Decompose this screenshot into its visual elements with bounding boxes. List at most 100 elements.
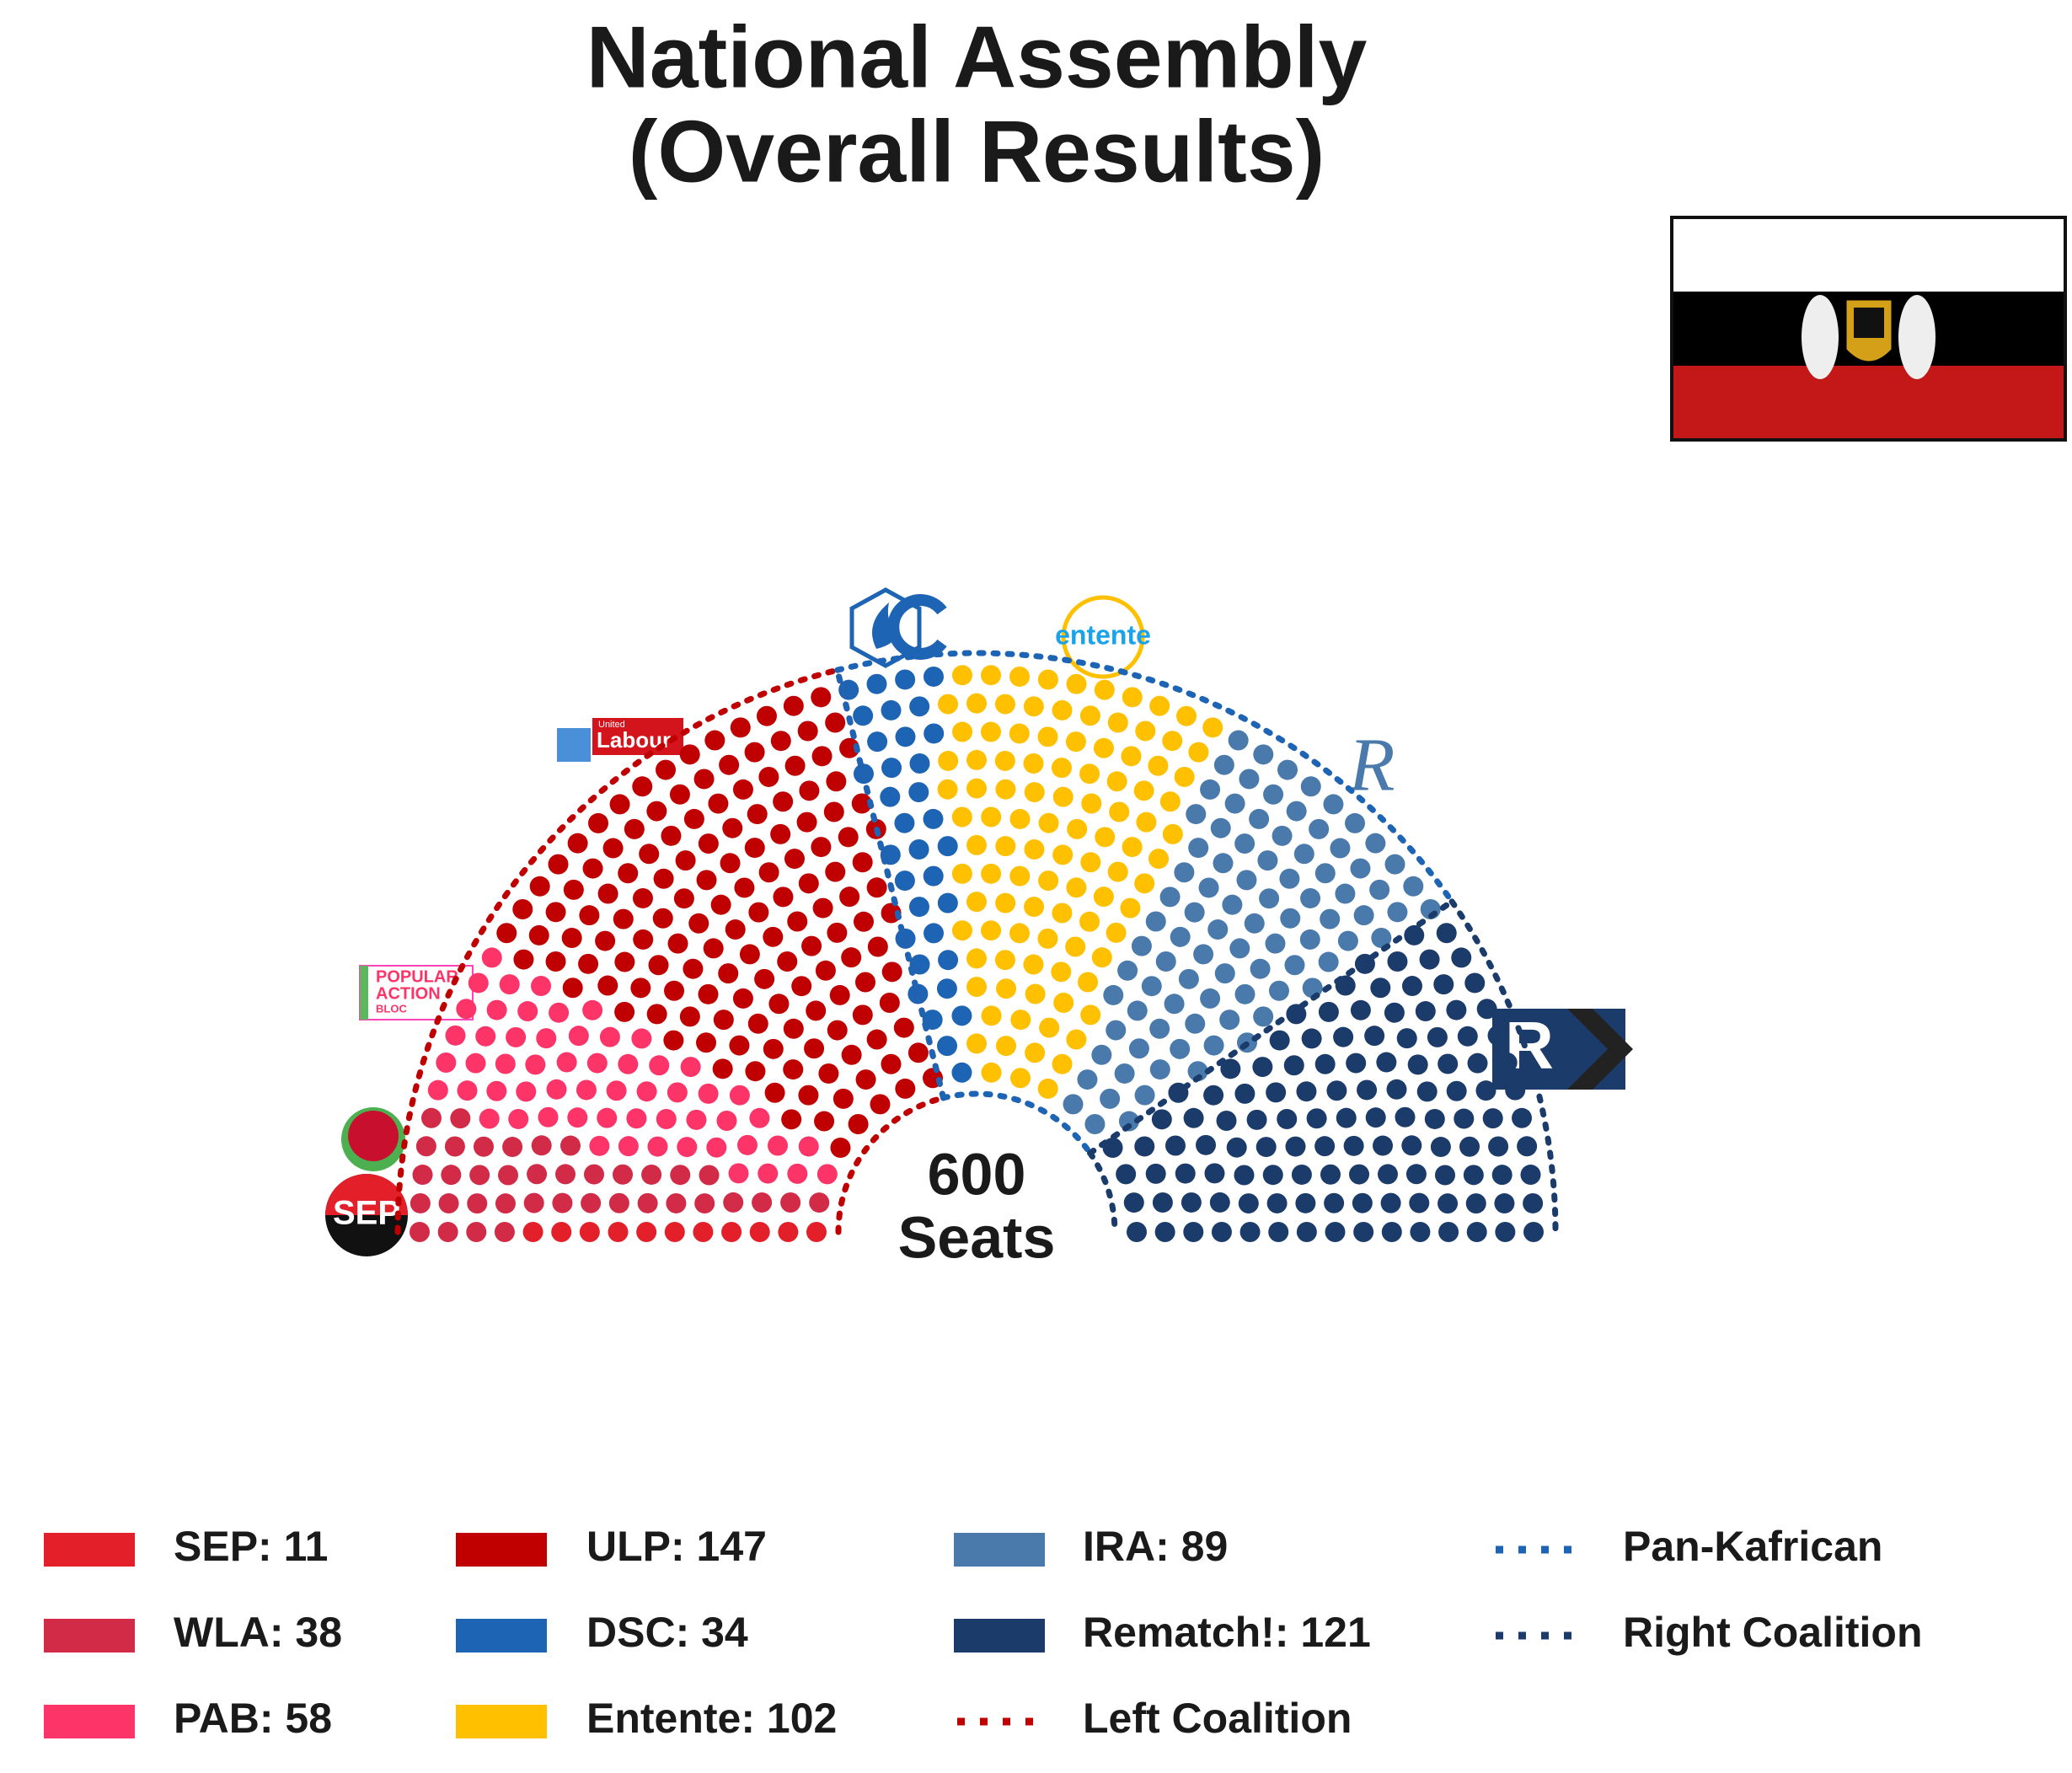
- seat: [624, 818, 645, 839]
- seat: [781, 1109, 802, 1130]
- seat: [427, 1079, 448, 1101]
- seat: [1084, 1113, 1106, 1134]
- seat: [1325, 1222, 1346, 1242]
- seat: [670, 1165, 691, 1186]
- seat: [798, 1085, 819, 1106]
- seat: [1333, 1026, 1354, 1047]
- seat: [881, 961, 902, 983]
- seat: [1376, 1052, 1397, 1073]
- chart-title: National Assembly: [586, 8, 1368, 106]
- seat: [618, 1053, 639, 1074]
- coalition-arc: [834, 650, 1455, 905]
- seat: [936, 978, 957, 999]
- seat: [744, 838, 765, 859]
- seat: [1079, 763, 1100, 785]
- seat: [576, 1079, 597, 1101]
- legend-label: DSC: 34: [586, 1609, 748, 1656]
- seat: [1159, 886, 1181, 908]
- seat: [1320, 908, 1341, 929]
- seat: [666, 1192, 687, 1213]
- seat: [1198, 877, 1219, 898]
- seat: [1364, 1026, 1385, 1047]
- seat: [675, 850, 696, 871]
- seat: [966, 892, 987, 913]
- seat: [924, 923, 945, 944]
- seat: [602, 838, 624, 859]
- seat: [633, 929, 654, 950]
- seat: [1080, 852, 1101, 873]
- seat: [712, 1058, 733, 1079]
- seat: [1433, 974, 1454, 995]
- seat: [632, 887, 653, 908]
- seat: [1067, 818, 1088, 839]
- seat: [688, 913, 709, 934]
- seat: [791, 976, 812, 997]
- seat: [951, 806, 972, 828]
- seat: [646, 1004, 667, 1025]
- seat: [1427, 1026, 1448, 1047]
- seat: [1403, 876, 1424, 897]
- seat: [1451, 947, 1472, 968]
- seat: [773, 791, 794, 812]
- seat: [938, 950, 959, 971]
- seat: [1226, 1137, 1247, 1158]
- seat: [536, 1028, 557, 1049]
- seat: [951, 1062, 972, 1083]
- seat: [1052, 699, 1073, 720]
- seat: [1438, 1222, 1459, 1242]
- seat: [618, 863, 639, 884]
- seat: [841, 947, 862, 968]
- seat: [438, 1193, 459, 1214]
- seat: [579, 1222, 600, 1242]
- seat: [1464, 972, 1486, 994]
- seat: [763, 926, 784, 947]
- seat: [995, 892, 1016, 913]
- seat: [812, 897, 833, 919]
- seat: [1409, 1192, 1430, 1213]
- seat: [1200, 988, 1221, 1009]
- seat: [784, 755, 806, 776]
- seat: [456, 999, 477, 1020]
- seat: [853, 911, 874, 932]
- seat: [1203, 1085, 1224, 1106]
- seat: [656, 759, 677, 780]
- seat: [1109, 801, 1130, 822]
- seat: [1314, 1053, 1336, 1074]
- seat: [1487, 1025, 1508, 1046]
- seat: [1283, 1055, 1304, 1076]
- seat: [1401, 976, 1422, 997]
- seat: [768, 994, 790, 1015]
- seat: [1523, 1192, 1544, 1213]
- seat: [1268, 1222, 1289, 1242]
- seat: [728, 1163, 749, 1184]
- seat: [716, 1110, 737, 1131]
- seat: [486, 999, 507, 1020]
- seat: [1162, 823, 1183, 844]
- seat: [1353, 905, 1374, 926]
- seat: [679, 1006, 700, 1027]
- seat: [582, 999, 603, 1020]
- seat: [908, 897, 929, 918]
- seat: [1009, 666, 1031, 687]
- seat: [736, 1134, 758, 1155]
- seat: [1284, 955, 1305, 976]
- seat: [713, 1010, 734, 1031]
- seat: [823, 801, 844, 822]
- seat: [752, 1192, 773, 1213]
- seat: [825, 861, 846, 882]
- seat: [1091, 1044, 1112, 1065]
- seat: [909, 753, 930, 774]
- seat: [1523, 1222, 1544, 1242]
- seat: [1207, 919, 1229, 940]
- seat: [749, 1107, 770, 1128]
- seat: [804, 1038, 825, 1059]
- seat: [563, 879, 584, 900]
- seat: [1306, 1108, 1327, 1129]
- logo-text: United: [598, 720, 625, 730]
- seat: [1025, 983, 1046, 1004]
- seat: [1149, 1018, 1170, 1039]
- seat: [818, 1063, 839, 1084]
- seat: [763, 1038, 784, 1059]
- seat: [1188, 742, 1209, 763]
- seat: [923, 666, 944, 687]
